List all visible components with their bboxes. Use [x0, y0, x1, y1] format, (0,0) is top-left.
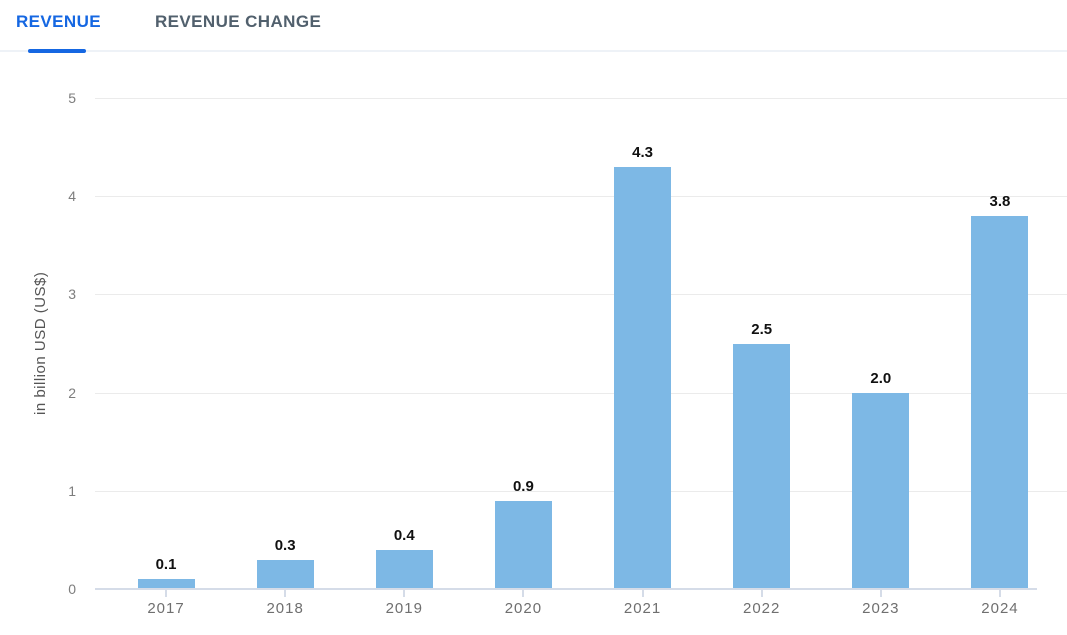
bar-2019[interactable] — [375, 549, 433, 589]
y-tick-label-5: 5 — [68, 90, 76, 106]
tab-revenue[interactable]: REVENUE — [16, 12, 101, 31]
y-tick-label-2: 2 — [68, 384, 76, 401]
bar-value-label-2019: 0.4 — [393, 526, 415, 544]
x-axis-label-2023: 2023 — [862, 600, 900, 617]
plot-area: in billion USD (US$) 0 1 2 3 4 5 0.1 2017 0.3 201… — [0, 52, 1067, 635]
x-tick-2017 — [165, 589, 167, 597]
x-tick-2021 — [641, 589, 644, 597]
y-tick-label-0: 0 — [68, 581, 76, 597]
x-tick-2018 — [284, 589, 287, 597]
x-axis-label-2019: 2019 — [385, 600, 423, 617]
bar-2021[interactable] — [614, 166, 672, 589]
bar-value-label-2017: 0.1 — [155, 556, 177, 574]
x-tick-2020 — [522, 589, 525, 597]
gridline-y-2 — [95, 392, 1067, 394]
x-axis-label-2021: 2021 — [623, 600, 662, 617]
tab-bar: REVENUE REVENUE CHANGE — [0, 0, 1067, 53]
bar-value-label-2020: 0.9 — [512, 477, 534, 495]
bar-2020[interactable] — [494, 500, 552, 589]
bar-value-label-2023: 2.0 — [870, 369, 892, 387]
x-axis-label-2017: 2017 — [147, 600, 185, 617]
gridline-y-1 — [95, 490, 1067, 492]
active-tab-underline — [28, 49, 86, 53]
x-axis-line — [95, 588, 1037, 590]
tab-bar-divider — [0, 50, 1067, 52]
tab-revenue-change[interactable]: REVENUE CHANGE — [155, 12, 322, 31]
gridline-y-5 — [95, 98, 1067, 99]
x-tick-2022 — [760, 589, 763, 597]
x-tick-2024 — [998, 589, 1001, 597]
y-tick-label-1: 1 — [68, 482, 76, 499]
bar-value-label-2024: 3.8 — [989, 192, 1011, 210]
bar-2023[interactable] — [852, 392, 910, 589]
bar-value-label-2021: 4.3 — [632, 143, 653, 161]
bar-2024[interactable] — [971, 215, 1029, 589]
gridline-y-3 — [95, 294, 1067, 296]
x-tick-2023 — [879, 589, 882, 597]
bar-2018[interactable] — [256, 559, 314, 589]
gridline-y-4 — [95, 196, 1067, 198]
x-axis-label-2024: 2024 — [981, 600, 1019, 617]
x-tick-2019 — [403, 589, 406, 597]
y-tick-label-4: 4 — [68, 188, 76, 205]
bar-value-label-2022: 2.5 — [751, 320, 773, 338]
y-tick-label-3: 3 — [68, 286, 76, 303]
y-axis-title: in billion USD (US$) — [32, 271, 49, 416]
x-axis-label-2022: 2022 — [743, 600, 781, 617]
bar-value-label-2018: 0.3 — [274, 536, 296, 554]
bar-2022[interactable] — [733, 343, 791, 589]
x-axis-label-2018: 2018 — [266, 600, 304, 617]
x-axis-label-2020: 2020 — [504, 600, 543, 617]
bar-2017[interactable] — [137, 579, 195, 589]
